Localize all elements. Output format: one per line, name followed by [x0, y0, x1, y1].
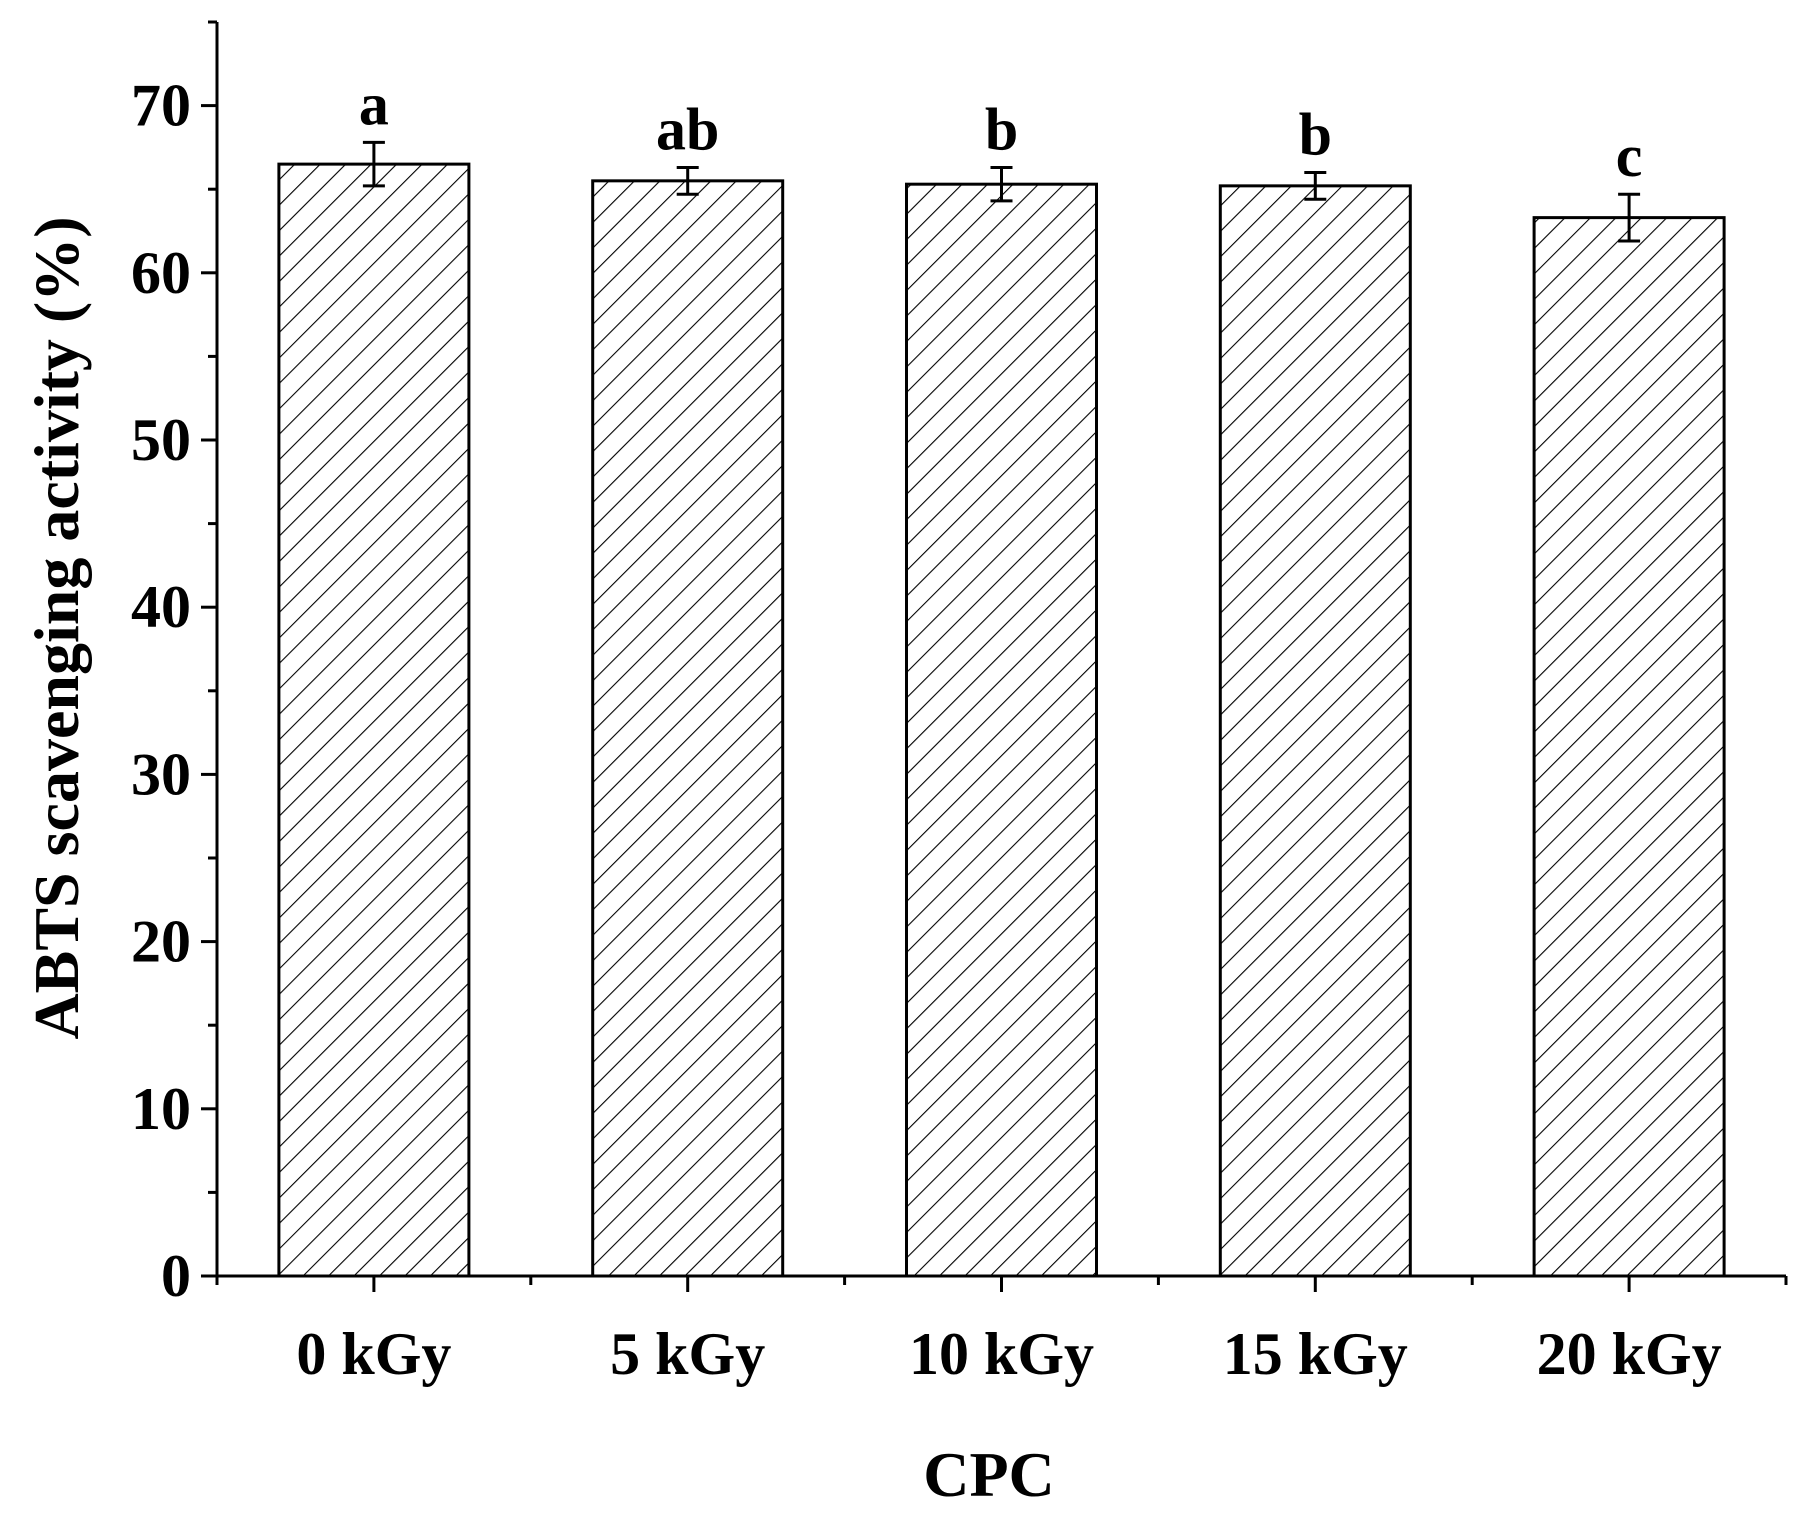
axes-layer: 0 10 20 30 40 50 60 70: [131, 20, 1788, 1309]
y-tick-label: 10: [131, 1076, 191, 1142]
y-tick-label: 20: [131, 909, 191, 975]
bar: [1218, 184, 1412, 1278]
significance-letter: c: [1616, 123, 1643, 189]
x-axis-title: CPC: [923, 1439, 1055, 1510]
bar: [905, 182, 1098, 1278]
significance-letter: b: [985, 96, 1018, 162]
significance-letter: b: [1299, 101, 1332, 167]
significance-letter: a: [359, 71, 389, 137]
y-axis-title: ABTS scavenging activity (%): [21, 216, 92, 1039]
x-tick-label: 0 kGy: [296, 1321, 451, 1387]
significance-letter: ab: [656, 96, 719, 162]
y-tick-label: 70: [131, 73, 191, 139]
bar: [1532, 216, 1726, 1278]
y-tick-label: 30: [131, 741, 191, 807]
x-tick-label: 15 kGy: [1223, 1321, 1408, 1387]
bar: [277, 162, 471, 1278]
bars-layer: [277, 140, 1726, 1278]
y-tick-label: 60: [131, 240, 191, 306]
x-tick-label: 10 kGy: [909, 1321, 1094, 1387]
y-tick-label: 50: [131, 407, 191, 473]
bar: [591, 179, 785, 1278]
y-tick-label: 0: [161, 1243, 191, 1309]
y-tick-label: 40: [131, 574, 191, 640]
x-tick-label: 20 kGy: [1537, 1321, 1722, 1387]
labels-layer: 0 kGy a 5 kGy ab 10 kGy b 15 kGy b 20 kGy c: [296, 71, 1721, 1387]
x-tick-label: 5 kGy: [610, 1321, 765, 1387]
